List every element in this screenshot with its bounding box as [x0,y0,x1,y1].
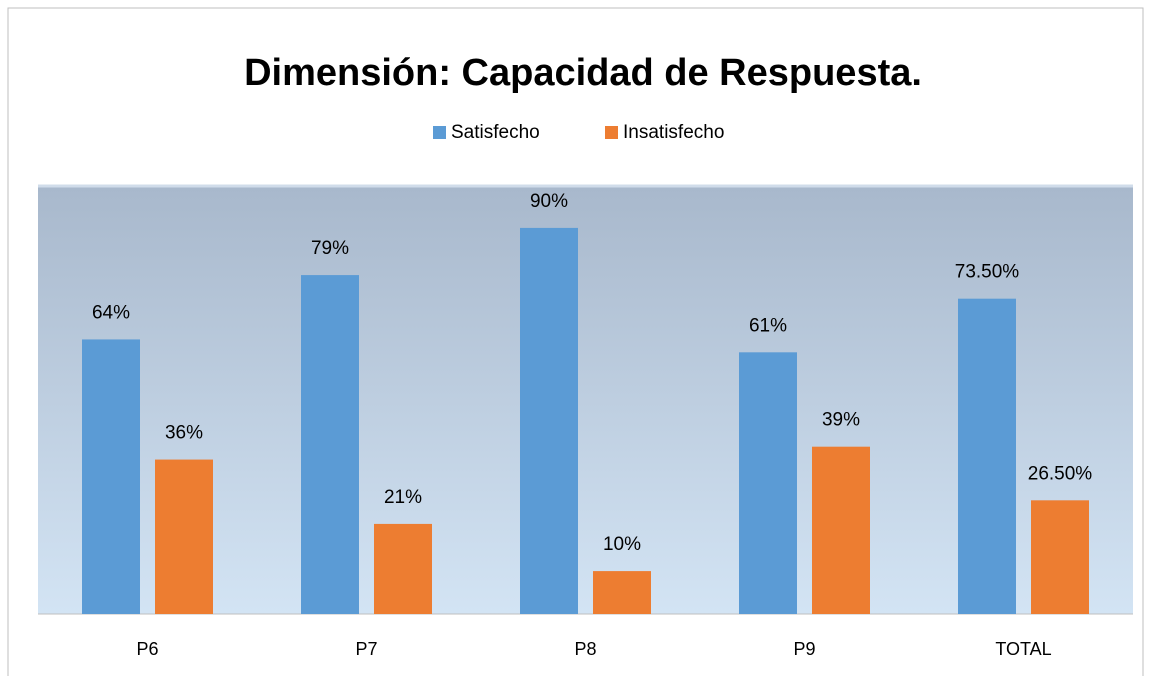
bar [1031,500,1089,614]
data-label: 61% [749,315,787,336]
data-label: 79% [311,238,349,259]
x-tick-label: P8 [574,639,596,659]
data-label: 64% [92,302,130,323]
legend-swatch [605,126,618,139]
bar [520,227,578,614]
data-label: 36% [165,423,203,444]
data-label: 73.50% [955,262,1020,283]
frame [7,7,1144,676]
legend-label: Insatisfecho [623,122,724,143]
bar [374,523,432,614]
chart-title: Dimensión: Capacidad de Respuesta. [244,52,922,94]
data-label: 10% [603,534,641,555]
data-label: 39% [822,410,860,431]
data-label: 21% [384,487,422,508]
plot-area [38,185,1133,614]
bar [739,352,797,614]
bar [82,339,140,614]
x-tick-label: P7 [355,639,377,659]
x-tick-label: TOTAL [995,639,1051,659]
bar [301,275,359,614]
legend-label: Satisfecho [451,122,540,143]
bar [593,571,651,614]
x-tick-label: P9 [793,639,815,659]
legend-swatch [433,126,446,139]
bar [812,446,870,614]
bar [155,459,213,614]
data-label: 90% [530,191,568,212]
data-label: 26.50% [1028,463,1093,484]
bar [958,298,1016,614]
x-tick-label: P6 [136,639,158,659]
